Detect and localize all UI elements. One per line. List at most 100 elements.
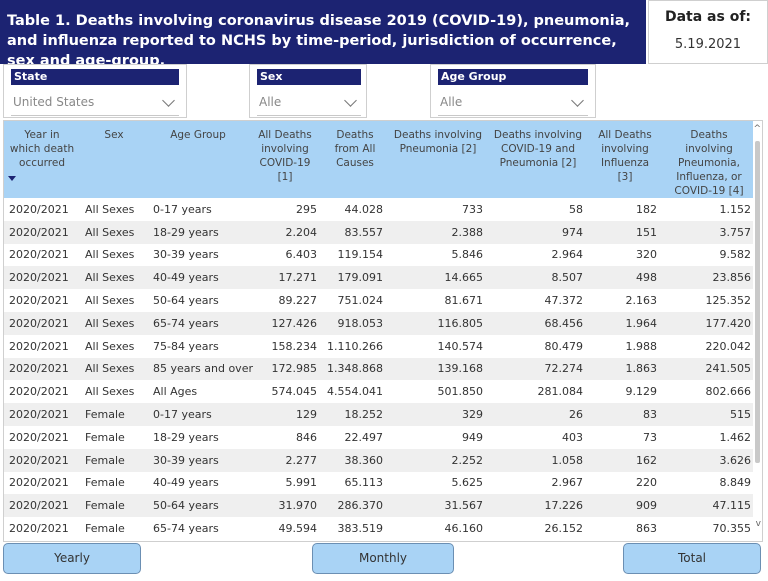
data-as-of-box: Data as of: 5.19.2021	[648, 0, 768, 64]
table-cell: All Sexes	[85, 294, 135, 308]
table-cell: 46.160	[444, 522, 484, 536]
monthly-button[interactable]: Monthly	[312, 543, 454, 574]
table-cell: 863	[636, 522, 657, 536]
table-cell: 58	[569, 202, 583, 216]
table-row[interactable]: 2020/2021 All Sexes 40-49 years 17.271 179.0…	[4, 266, 756, 290]
table-cell: 75-84 years	[153, 339, 219, 353]
table-cell: 162	[588, 448, 662, 472]
table-cell: 2020/2021	[9, 339, 69, 353]
scroll-up-icon[interactable]: ^	[753, 124, 761, 134]
table-cell: 30-39 years	[148, 448, 248, 472]
table-cell: 68.456	[488, 311, 588, 335]
table-cell: 2020/2021	[4, 357, 80, 381]
column-header[interactable]: All Deaths involving Influenza [3]	[588, 121, 662, 198]
age-group-filter-label: Age Group	[438, 69, 588, 85]
table-cell: 383.519	[337, 522, 384, 536]
table-cell: 2020/2021	[9, 248, 69, 262]
table-cell: All Sexes	[80, 357, 148, 381]
table-cell: 2.204	[248, 220, 322, 244]
table-cell: 2020/2021	[4, 311, 80, 335]
column-header[interactable]: Sex	[80, 121, 148, 198]
age-group-dropdown[interactable]: Alle	[438, 92, 588, 116]
table-cell: Female	[85, 430, 125, 444]
table-row[interactable]: 2020/2021 All Sexes 85 years and over 172.9…	[4, 357, 756, 381]
table-row[interactable]: 2020/2021 All Sexes 18-29 years 2.204 83.557…	[4, 220, 756, 244]
scroll-down-icon[interactable]: v	[755, 519, 761, 529]
state-filter: State United States	[3, 64, 187, 118]
state-dropdown[interactable]: United States	[11, 92, 179, 116]
table-row[interactable]: 2020/2021 All Sexes 75-84 years 158.234 1.11…	[4, 335, 756, 358]
table-cell: 9.129	[625, 385, 658, 399]
table-cell: 8.507	[488, 266, 588, 290]
table-cell: All Sexes	[85, 202, 135, 216]
yearly-button[interactable]: Yearly	[3, 543, 141, 574]
column-header[interactable]: Deaths involving COVID-19 and Pneumonia …	[488, 121, 588, 198]
table-row[interactable]: 2020/2021 Female 18-29 years 846 22.497 949 40…	[4, 426, 756, 449]
table-cell: 2020/2021	[9, 522, 69, 536]
scrollbar-thumb[interactable]	[755, 141, 760, 463]
table-row[interactable]: 2020/2021 All Sexes 0-17 years 295 44.028 733…	[4, 198, 756, 221]
table-cell: 846	[296, 430, 317, 444]
vertical-scrollbar[interactable]: ^ v	[753, 121, 762, 541]
sex-dropdown[interactable]: Alle	[257, 92, 361, 116]
table-cell: 2.388	[388, 220, 488, 244]
chevron-down-icon	[571, 94, 584, 107]
table-cell: 182	[636, 202, 657, 216]
table-cell: Female	[80, 494, 148, 518]
table-cell: 574.045	[271, 385, 318, 399]
table-cell: 73	[643, 430, 657, 444]
table-cell: 65-74 years	[153, 522, 219, 536]
table-cell: 2.964	[551, 248, 584, 262]
table-row[interactable]: 2020/2021 All Sexes All Ages 574.045 4.554.0…	[4, 380, 756, 403]
table-row[interactable]: 2020/2021 Female 0-17 years 129 18.252 329 26 8…	[4, 403, 756, 426]
table-cell: 129	[248, 403, 322, 426]
table-cell: 5.625	[451, 476, 484, 490]
table-row[interactable]: 2020/2021 Female 40-49 years 5.991 65.113 5.6…	[4, 472, 756, 495]
table-cell: 172.985	[248, 357, 322, 381]
table-cell: 2020/2021	[9, 294, 69, 308]
column-header[interactable]: Year in which death occurred	[4, 121, 80, 198]
table-cell: 0-17 years	[153, 202, 212, 216]
table-cell: Female	[80, 448, 148, 472]
table-cell: 17.271	[248, 266, 322, 290]
total-button[interactable]: Total	[623, 543, 761, 574]
sort-descending-icon[interactable]	[8, 176, 16, 181]
table-cell: 751.024	[337, 294, 384, 308]
table-row[interactable]: 2020/2021 All Sexes 50-64 years 89.227 751.0…	[4, 289, 756, 312]
table-cell: All Sexes	[80, 266, 148, 290]
table-row[interactable]: 2020/2021 All Sexes 30-39 years 6.403 119.15…	[4, 244, 756, 267]
chevron-down-icon	[162, 94, 175, 107]
table-cell: 179.091	[322, 266, 388, 290]
table-cell: 70.355	[712, 522, 752, 536]
table-cell: 119.154	[337, 248, 384, 262]
column-header[interactable]: Deaths involving Pneumonia [2]	[388, 121, 488, 198]
column-header[interactable]: All Deaths involving COVID-19 [1]	[248, 121, 322, 198]
table-cell: 2020/2021	[4, 266, 80, 290]
page-title: Table 1. Deaths involving coronavirus di…	[0, 0, 646, 69]
table-row[interactable]: 2020/2021 Female 50-64 years 31.970 286.370 3…	[4, 494, 756, 518]
table-cell: 80.479	[544, 339, 584, 353]
table-row[interactable]: 2020/2021 All Sexes 65-74 years 127.426 918.…	[4, 311, 756, 335]
table-cell: 2.967	[551, 476, 584, 490]
table-cell: 30-39 years	[153, 248, 219, 262]
table-cell: 31.567	[388, 494, 488, 518]
table-cell: 1.058	[488, 448, 588, 472]
table-cell: 5.991	[285, 476, 318, 490]
table-row[interactable]: 2020/2021 Female 30-39 years 2.277 38.360 2.2…	[4, 448, 756, 472]
table-cell: 89.227	[278, 294, 318, 308]
table-cell: 2.252	[388, 448, 488, 472]
column-header[interactable]: Age Group	[148, 121, 248, 198]
table-cell: 18.252	[322, 403, 388, 426]
table-cell: 9.582	[719, 248, 752, 262]
column-header[interactable]: Deaths from All Causes	[322, 121, 388, 198]
table-cell: 220.042	[705, 339, 752, 353]
table-cell: All Sexes	[85, 248, 135, 262]
table-row[interactable]: 2020/2021 Female 65-74 years 49.594 383.519 4…	[4, 517, 756, 540]
table-cell: All Sexes	[80, 311, 148, 335]
table-cell: 177.420	[662, 311, 756, 335]
column-header[interactable]: Deaths involving Pneumonia, Influenza, o…	[662, 121, 756, 198]
data-as-of-value: 5.19.2021	[674, 37, 742, 52]
table-cell: 2020/2021	[9, 476, 69, 490]
table-cell: 909	[588, 494, 662, 518]
table-cell: 1.348.868	[322, 357, 388, 381]
